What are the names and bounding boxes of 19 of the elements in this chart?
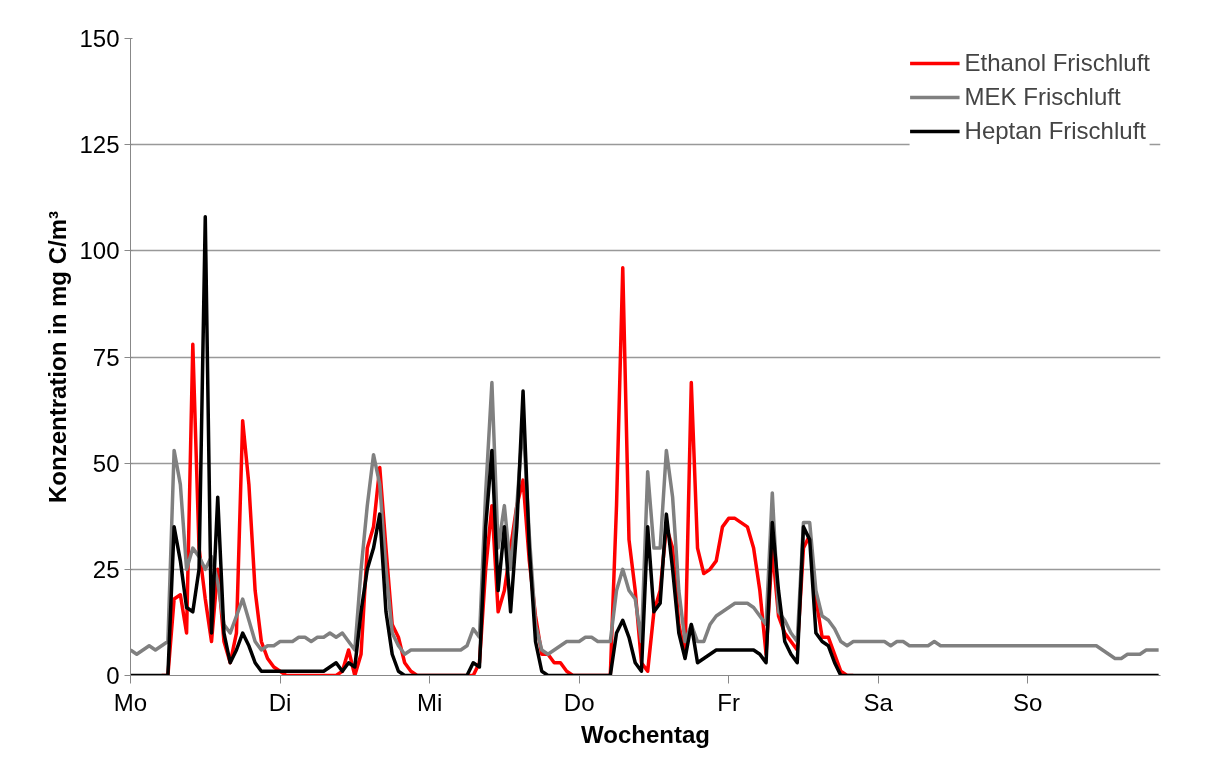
- x-tick-label: So: [1013, 688, 1043, 716]
- y-axis-title: Konzentration in mg C/m³: [44, 211, 72, 503]
- x-axis-title: Wochentag: [581, 720, 710, 748]
- y-tick-label: 25: [92, 555, 120, 583]
- x-tick-label: Di: [268, 688, 292, 716]
- y-tick-label: 75: [92, 343, 120, 371]
- legend-label: Heptan Frischluft: [964, 116, 1146, 146]
- legend-label: Ethanol Frischluft: [964, 48, 1150, 78]
- x-tick-label: Mo: [113, 688, 148, 716]
- y-tick-label: 50: [92, 449, 120, 477]
- x-tick-label: Mi: [416, 688, 443, 716]
- x-tick-label: Sa: [863, 688, 894, 716]
- y-tick-label: 125: [79, 131, 120, 159]
- x-tick-label: Do: [563, 688, 595, 716]
- y-tick-label: 150: [79, 25, 120, 52]
- y-tick-label: 100: [79, 237, 120, 265]
- y-tick-label: 0: [106, 662, 120, 689]
- x-tick-label: Fr: [717, 688, 741, 716]
- legend-label: MEK Frischluft: [964, 82, 1121, 112]
